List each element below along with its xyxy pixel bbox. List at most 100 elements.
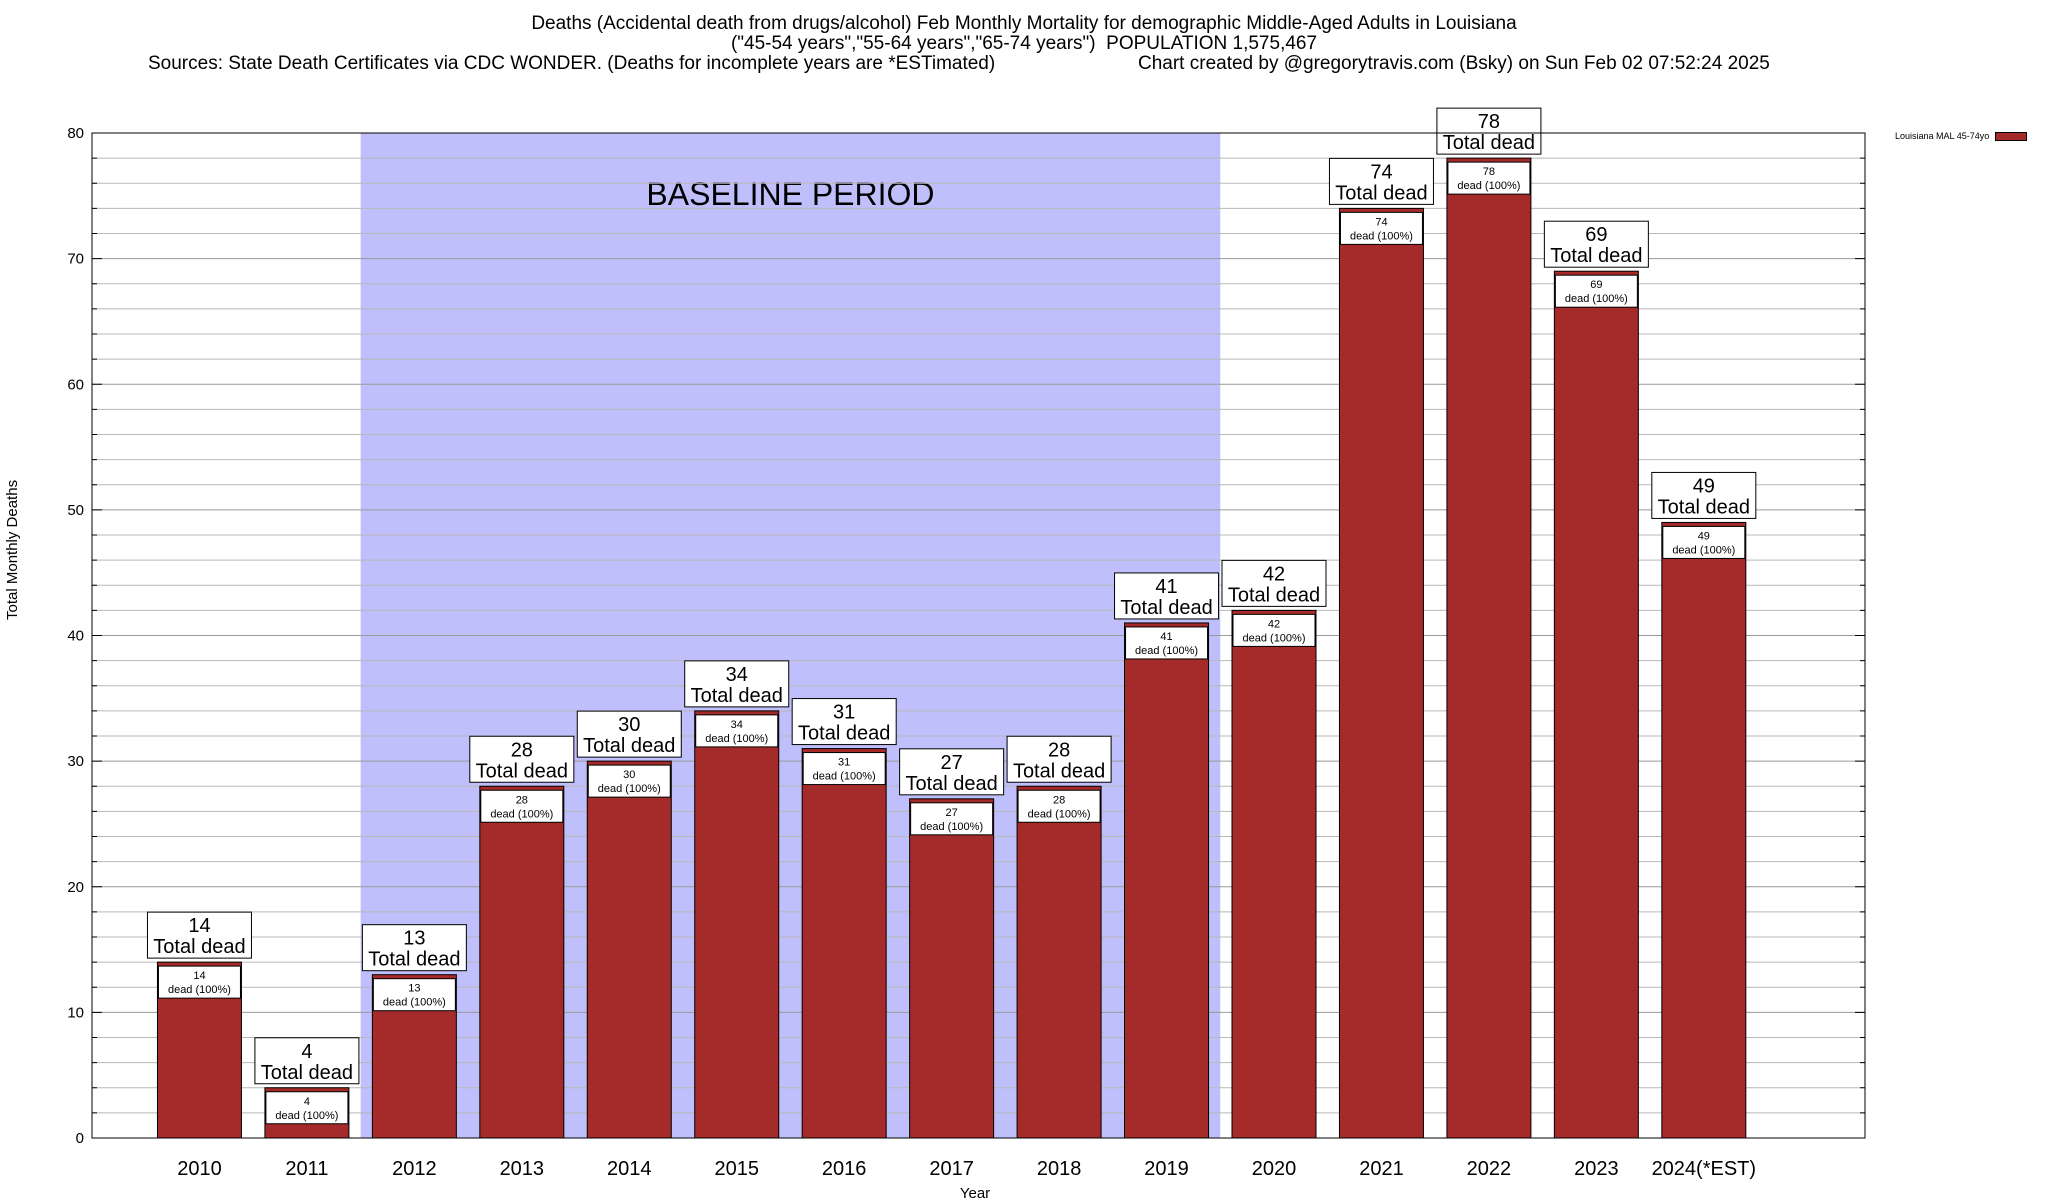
bar-top-label-box — [254, 1037, 360, 1085]
bar-top-label-box — [1436, 107, 1542, 155]
x-tick-label: 2011 — [285, 1158, 328, 1180]
bar-inner-percent: dead (100%) — [920, 821, 983, 833]
bar-inner-value: 34 — [731, 719, 743, 731]
bar — [909, 798, 995, 1139]
bar-inner-percent: dead (100%) — [490, 808, 553, 820]
x-tick-label: 2017 — [929, 1158, 974, 1180]
bar-total-label: Total dead — [261, 1062, 353, 1084]
bar-inner-value: 78 — [1483, 166, 1495, 178]
bar — [1231, 609, 1317, 1139]
bar-inner-percent: dead (100%) — [383, 997, 446, 1009]
bar-inner-value: 27 — [946, 807, 958, 819]
bar-top-label-box — [1651, 471, 1757, 519]
bar-inner-value: 4 — [304, 1096, 310, 1108]
x-tick-label: 2010 — [177, 1158, 222, 1180]
bar-value-label: 28 — [511, 739, 533, 761]
bar-inner-percent: dead (100%) — [598, 783, 661, 795]
x-tick-label: 2020 — [1252, 1158, 1297, 1180]
bar-top-label-box — [899, 748, 1005, 796]
bar-total-label: Total dead — [1120, 597, 1212, 619]
x-tick-label: 2014 — [607, 1158, 652, 1180]
bar-top-label-box — [791, 698, 897, 746]
bar-inner-label-box — [265, 1091, 349, 1125]
baseline-band-label: BASELINE PERIOD — [646, 176, 934, 212]
x-tick-label: 2022 — [1467, 1158, 1512, 1180]
bar-value-label: 28 — [1048, 739, 1070, 761]
bar-value-label: 41 — [1155, 576, 1177, 598]
bar-top-label-box — [684, 660, 790, 708]
x-tick-label: 2024(*EST) — [1652, 1158, 1757, 1180]
bar-inner-value: 30 — [623, 769, 635, 781]
legend-label: Louisiana MAL 45-74yo — [1895, 131, 1990, 141]
plot-frame — [91, 132, 1866, 1139]
bar-total-label: Total dead — [1335, 182, 1427, 204]
bar-top-label-box — [576, 710, 682, 758]
bar-inner-percent: dead (100%) — [1565, 293, 1628, 305]
chart-title: Deaths (Accidental death from drugs/alco… — [0, 14, 2048, 54]
y-tick-label: 20 — [67, 879, 84, 896]
bar-top-label-box — [1006, 735, 1112, 783]
title-line-1: Deaths (Accidental death from drugs/alco… — [531, 13, 1517, 34]
bar-inner-label-box — [587, 764, 671, 798]
bar-value-label: 27 — [941, 752, 963, 774]
bar-inner-label-box — [480, 789, 564, 823]
bar-value-label: 42 — [1263, 563, 1285, 585]
bar-inner-value: 69 — [1590, 279, 1602, 291]
bar-inner-value: 49 — [1698, 530, 1710, 542]
bar-total-label: Total dead — [691, 685, 783, 707]
x-tick-label: 2013 — [500, 1158, 545, 1180]
bar-total-label: Total dead — [1443, 132, 1535, 154]
bar-total-label: Total dead — [905, 773, 997, 795]
bar-value-label: 78 — [1478, 111, 1500, 133]
bar-value-label: 74 — [1370, 161, 1392, 183]
bar-inner-label-box — [1554, 274, 1638, 308]
bar-inner-percent: dead (100%) — [1243, 632, 1306, 644]
bar-value-label: 14 — [188, 915, 210, 937]
bar-inner-label-box — [910, 802, 994, 836]
bar-inner-percent: dead (100%) — [168, 984, 231, 996]
bar-total-label: Total dead — [153, 936, 245, 958]
bar-value-label: 49 — [1693, 475, 1715, 497]
credit-text: Chart created by @gregorytravis.com (Bsk… — [1138, 53, 1770, 74]
bar-value-label: 34 — [726, 664, 748, 686]
bar-top-label-box — [146, 911, 252, 959]
bar-total-label: Total dead — [1013, 760, 1105, 782]
bar-inner-value: 42 — [1268, 618, 1280, 630]
bar-total-label: Total dead — [1658, 496, 1750, 518]
bar-inner-value: 13 — [408, 983, 420, 995]
bar-inner-value: 74 — [1375, 216, 1387, 228]
bar-inner-percent: dead (100%) — [705, 733, 768, 745]
bar-inner-label-box — [1017, 789, 1101, 823]
bar — [1661, 521, 1747, 1139]
bar-inner-percent: dead (100%) — [813, 771, 876, 783]
bar-top-label-box — [1328, 157, 1434, 205]
bar-total-label: Total dead — [1550, 245, 1642, 267]
bar-total-label: Total dead — [476, 760, 568, 782]
bar-top-label-box — [1221, 559, 1327, 607]
x-tick-label: 2021 — [1359, 1158, 1404, 1180]
bar-total-label: Total dead — [1228, 584, 1320, 606]
bar-value-label: 13 — [403, 928, 425, 950]
bar-inner-value: 41 — [1160, 631, 1172, 643]
bar-inner-percent: dead (100%) — [1350, 230, 1413, 242]
bar — [694, 710, 780, 1139]
legend-swatch — [1995, 131, 2028, 141]
title-line-2: ("45-54 years","55-64 years","65-74 year… — [730, 33, 1318, 54]
bar-inner-label-box — [1125, 626, 1209, 660]
bar — [1338, 207, 1424, 1139]
bar — [1124, 622, 1210, 1139]
bar-total-label: Total dead — [583, 735, 675, 757]
bar-value-label: 4 — [301, 1041, 312, 1063]
y-tick-label: 50 — [67, 502, 84, 519]
bar — [1446, 157, 1532, 1139]
y-tick-label: 30 — [67, 753, 84, 770]
bar-top-label-box — [1114, 572, 1220, 620]
bar-inner-label-box — [1339, 211, 1423, 245]
y-tick-label: 40 — [67, 628, 84, 645]
y-tick-label: 60 — [67, 376, 84, 393]
bar-inner-label-box — [372, 978, 456, 1012]
bar-inner-label-box — [1447, 161, 1531, 195]
bar — [1016, 785, 1102, 1139]
bar-top-label-box — [361, 924, 467, 972]
bar — [801, 748, 887, 1139]
